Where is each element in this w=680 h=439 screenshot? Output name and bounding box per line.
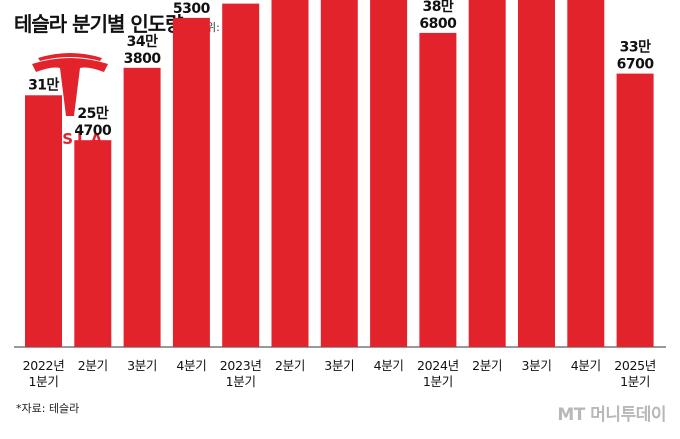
x-tick-label: 2분기 [78,358,108,373]
data-label-bottom: 2900 [222,0,260,3]
data-label-bottom: 5300 [173,1,211,17]
data-label-top: 38만 [422,0,453,15]
x-tick-label: 2022년 1분기 [23,358,65,389]
chart-title: 테슬라 분기별 인도량 [14,12,184,36]
bar [518,0,555,347]
x-tick-label: 3분기 [127,358,157,373]
data-label-bottom: 4700 [74,123,112,139]
data-label-top: 33만 [620,40,651,56]
bar [123,67,161,347]
x-tick-label: 2분기 [275,358,305,373]
bar [25,95,62,347]
source-note: *자료: 테슬라 [16,402,80,415]
data-label-top: 25만 [77,106,108,122]
bar [74,140,112,347]
x-tick-label: 4분기 [571,358,601,373]
data-label-bottom: 3800 [124,51,162,67]
x-tick-label: 3분기 [324,358,354,373]
watermark: MT 머니투데이 [557,405,666,425]
x-tick-label: 2025년 1분기 [614,358,656,389]
bar [419,32,457,348]
bar [172,17,210,348]
bar [616,73,654,347]
data-label-bottom: 6700 [617,57,655,73]
x-tick-label: 4분기 [176,358,206,373]
bar [222,3,260,348]
x-tick-label: 2분기 [472,358,502,373]
data-label-bottom: 6800 [419,16,457,32]
bar [370,0,408,347]
bar [468,0,506,348]
bar [567,0,605,347]
x-tick-label: 4분기 [374,358,404,373]
data-label-top: 34만 [127,34,158,50]
data-label-top: 31만 [28,77,59,93]
bar [271,0,309,348]
x-tick-label: 2023년 1분기 [220,358,262,389]
bar [320,0,358,348]
x-tick-label: 2024년 1분기 [417,358,459,389]
x-tick-label: 3분기 [521,358,551,373]
